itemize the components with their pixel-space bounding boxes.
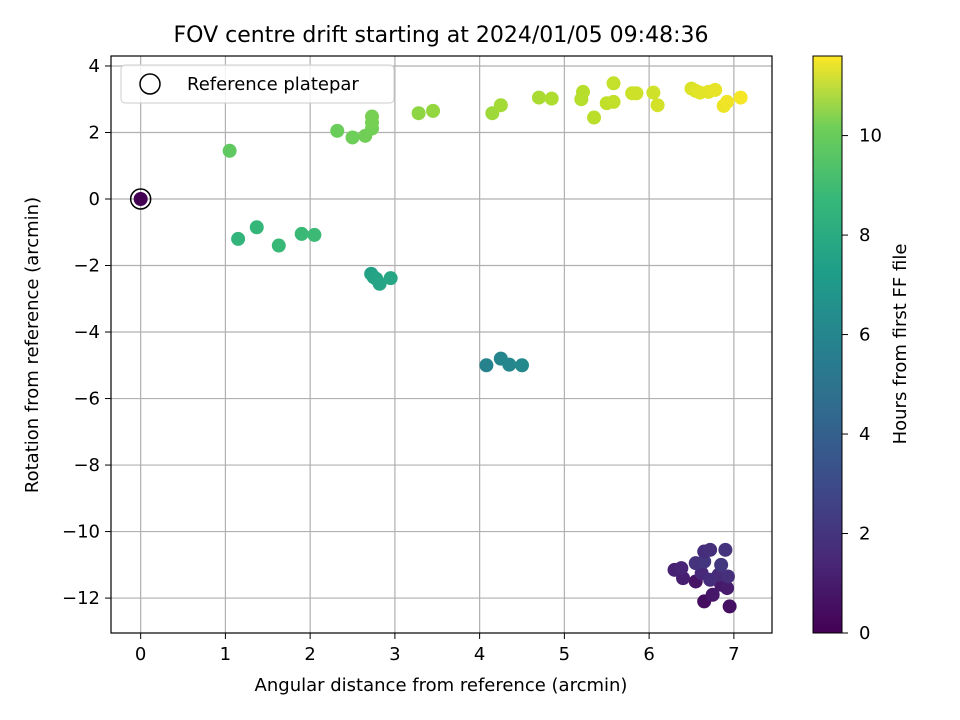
data-point: [294, 226, 309, 241]
data-point: [629, 86, 644, 101]
colorbar-tick-label: 10: [859, 126, 882, 147]
x-tick-label: 6: [643, 644, 654, 665]
data-points: [129, 76, 748, 614]
legend-marker: [139, 73, 161, 95]
y-tick-label: 2: [89, 122, 100, 143]
y-tick-label: −4: [73, 322, 100, 343]
x-tick-label: 4: [474, 644, 485, 665]
data-point: [426, 103, 441, 118]
data-point: [722, 599, 737, 614]
data-point: [646, 85, 661, 100]
y-tick-label: −2: [73, 256, 100, 277]
data-point: [515, 358, 530, 373]
data-point: [703, 542, 718, 557]
data-point: [249, 220, 264, 235]
data-point: [531, 90, 546, 105]
data-point: [606, 76, 621, 91]
y-tick-label: 0: [89, 189, 100, 210]
grid-lines: [111, 56, 772, 633]
colorbar-gradient: [812, 55, 843, 634]
data-point: [720, 94, 735, 109]
x-tick-label: 0: [135, 644, 146, 665]
data-point: [271, 238, 286, 253]
colorbar-title: Hours from first FF file: [890, 244, 911, 445]
colorbar-tick-label: 6: [859, 325, 870, 346]
data-point: [502, 357, 517, 372]
colorbar-tick-label: 8: [859, 225, 870, 246]
data-point: [222, 143, 237, 158]
x-tick-label: 1: [220, 644, 231, 665]
data-point: [674, 561, 689, 576]
legend: Reference platepar: [120, 64, 395, 104]
reference-point: [133, 192, 148, 207]
axis-ticks: 0 1 2 3 4 5 6 7 −12 −10 −8 −6 −4 −2 0 2 4: [62, 56, 740, 665]
data-point: [576, 84, 591, 99]
colorbar-tick-label: 0: [859, 623, 870, 644]
data-point: [708, 82, 723, 97]
x-axis-title: Angular distance from reference (arcmin): [255, 675, 628, 696]
y-tick-label: −12: [62, 588, 100, 609]
y-axis-title: Rotation from reference (arcmin): [22, 197, 43, 493]
data-point: [720, 569, 735, 584]
data-point: [231, 231, 246, 246]
y-tick-label: −8: [73, 455, 100, 476]
data-point: [493, 98, 508, 113]
y-tick-label: −6: [73, 389, 100, 410]
legend-label: Reference platepar: [187, 74, 359, 95]
plot-frame: [110, 55, 773, 634]
legend-box: [120, 64, 395, 104]
data-point: [372, 276, 387, 291]
data-point: [714, 557, 729, 572]
data-point: [411, 106, 426, 121]
colorbar: 0 2 4 6 8 10 Hours from first FF file: [812, 55, 911, 644]
data-point: [330, 123, 345, 138]
data-point: [703, 572, 718, 587]
colorbar-ticks: 0 2 4 6 8 10: [842, 126, 882, 644]
reference-ring: [129, 188, 152, 210]
x-tick-label: 7: [728, 644, 739, 665]
x-tick-label: 2: [304, 644, 315, 665]
data-point: [587, 110, 602, 125]
data-point: [650, 98, 665, 113]
data-point: [697, 554, 712, 569]
colorbar-tick-label: 2: [859, 524, 870, 545]
data-point: [307, 227, 322, 242]
x-tick-label: 3: [389, 644, 400, 665]
data-point: [718, 542, 733, 557]
data-point: [365, 109, 380, 124]
x-tick-label: 5: [559, 644, 570, 665]
data-point: [383, 271, 398, 286]
data-point: [345, 130, 360, 145]
data-point: [479, 358, 494, 373]
colorbar-tick-label: 4: [859, 424, 870, 445]
data-point: [733, 90, 748, 105]
data-point: [606, 94, 621, 109]
data-point: [720, 581, 735, 596]
data-point: [544, 91, 559, 106]
chart-title: FOV centre drift starting at 2024/01/05 …: [174, 23, 709, 48]
y-tick-label: 4: [89, 56, 100, 77]
data-point: [705, 587, 720, 602]
y-tick-label: −10: [62, 522, 100, 543]
